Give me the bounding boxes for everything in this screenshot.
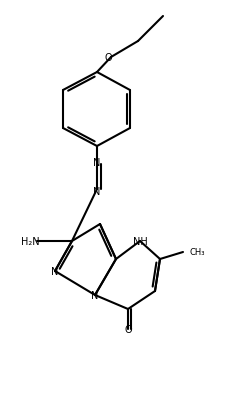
- Text: N: N: [51, 266, 59, 276]
- Text: N: N: [93, 157, 101, 168]
- Text: CH₃: CH₃: [190, 248, 206, 257]
- Text: N: N: [93, 187, 101, 196]
- Text: N: N: [91, 290, 99, 300]
- Text: O: O: [104, 53, 112, 63]
- Text: H₂N: H₂N: [21, 236, 39, 246]
- Text: NH: NH: [133, 236, 147, 246]
- Text: O: O: [124, 324, 132, 334]
